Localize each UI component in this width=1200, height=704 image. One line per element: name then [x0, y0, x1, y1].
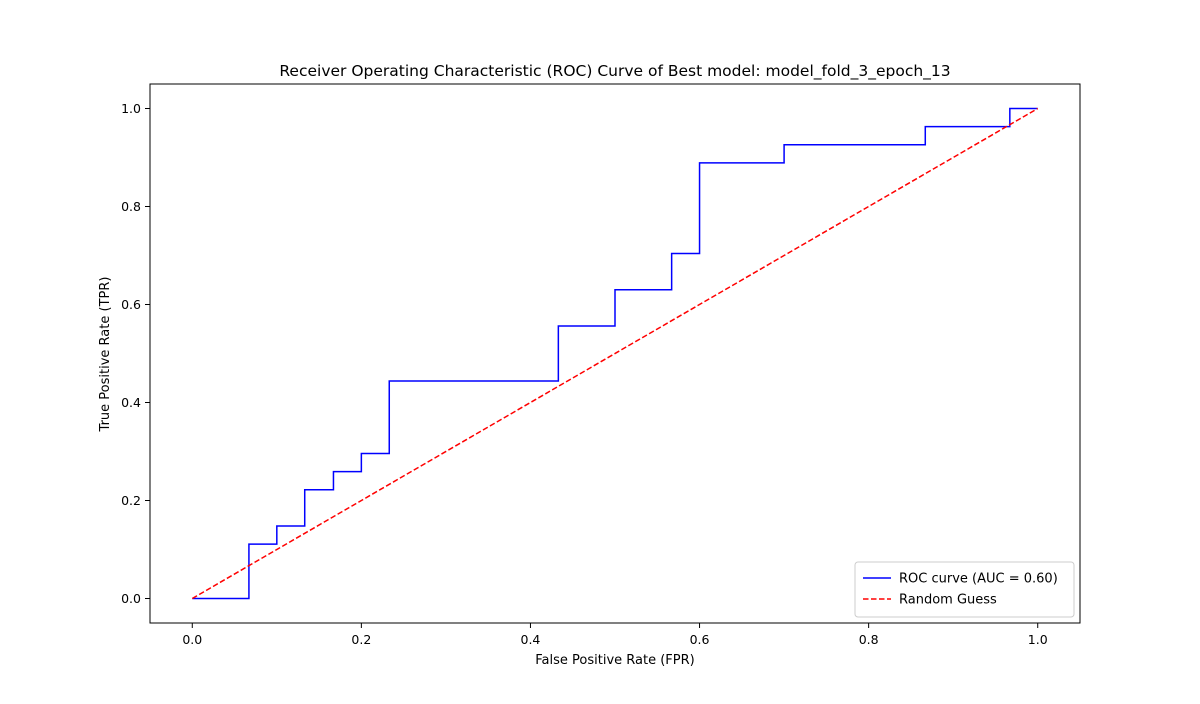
- y-tick-label: 0.6: [121, 297, 141, 312]
- plot-area: [149, 83, 1081, 624]
- legend: ROC curve (AUC = 0.60) Random Guess: [854, 561, 1075, 618]
- legend-label: Random Guess: [899, 593, 997, 608]
- y-axis-ticks: 0.0 0.2 0.4 0.6 0.8 1.0: [121, 101, 150, 606]
- legend-label: ROC curve (AUC = 0.60): [899, 572, 1058, 587]
- x-tick-label: 0.6: [690, 632, 710, 647]
- y-tick-label: 0.2: [121, 493, 141, 508]
- chart-title: Receiver Operating Characteristic (ROC) …: [279, 62, 950, 81]
- plot-content: [191, 107, 1039, 600]
- x-tick-label: 1.0: [1028, 632, 1048, 647]
- x-tick-label: 0.2: [351, 632, 371, 647]
- x-tick-label: 0.4: [521, 632, 541, 647]
- x-axis-ticks: 0.0 0.2 0.4 0.6 0.8 1.0: [182, 623, 1048, 647]
- legend-item-roc-curve: ROC curve (AUC = 0.60): [863, 572, 1058, 587]
- y-tick-label: 0.4: [121, 395, 141, 410]
- legend-item-random-guess: Random Guess: [863, 593, 997, 608]
- x-axis-label: False Positive Rate (FPR): [535, 653, 694, 668]
- y-tick-label: 1.0: [121, 101, 141, 116]
- y-tick-label: 0.8: [121, 199, 141, 214]
- legend-box: [854, 561, 1075, 618]
- random-guess-line: [191, 107, 1039, 600]
- roc-curve-line: [192, 107, 1038, 600]
- x-tick-label: 0.0: [182, 632, 202, 647]
- y-axis-label: True Positive Rate (TPR): [98, 277, 113, 433]
- y-tick-label: 0.0: [121, 591, 141, 606]
- x-tick-label: 0.8: [859, 632, 879, 647]
